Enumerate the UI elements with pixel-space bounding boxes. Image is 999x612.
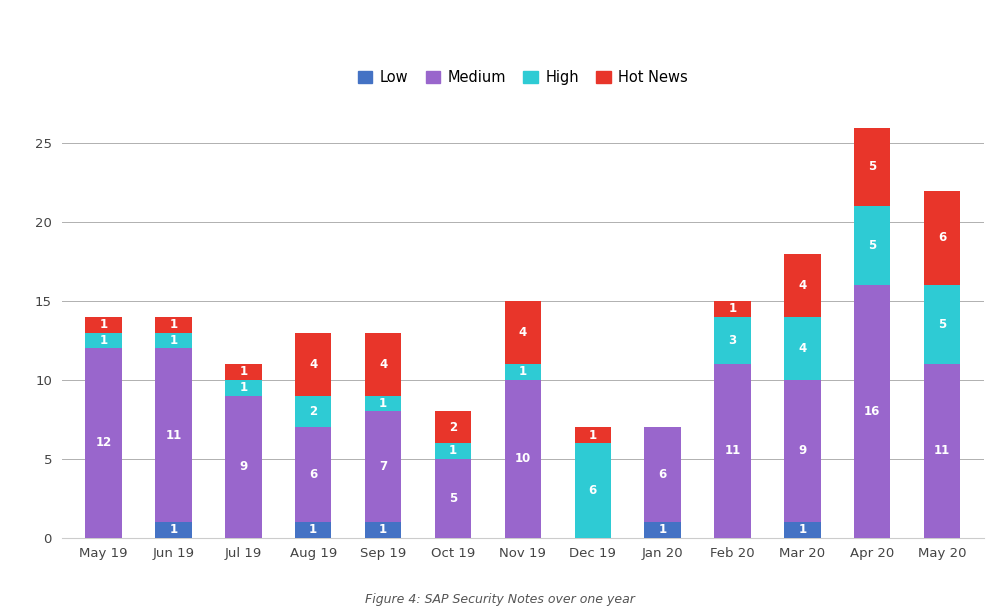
Bar (86, 317, 122, 332)
Text: 1: 1 (100, 318, 108, 331)
Bar (295, 332, 332, 395)
Legend: Low, Medium, High, Hot News: Low, Medium, High, Hot News (352, 64, 694, 91)
Text: 10: 10 (514, 452, 531, 465)
Text: 9: 9 (239, 460, 248, 473)
Text: 12: 12 (96, 436, 112, 449)
Text: 4: 4 (309, 357, 318, 371)
Bar (225, 380, 262, 395)
Bar (504, 380, 541, 537)
Bar (225, 364, 262, 380)
Bar (365, 332, 402, 395)
Bar (784, 317, 820, 380)
Bar (784, 522, 820, 537)
Bar (854, 206, 890, 285)
Bar (714, 317, 750, 364)
Text: 5: 5 (868, 239, 876, 252)
Text: 1: 1 (309, 523, 318, 536)
Text: 4: 4 (379, 357, 388, 371)
Text: 1: 1 (100, 334, 108, 347)
Text: 6: 6 (658, 468, 666, 481)
Text: 1: 1 (588, 428, 596, 442)
Text: Figure 4: SAP Security Notes over one year: Figure 4: SAP Security Notes over one ye… (365, 593, 634, 606)
Text: 5: 5 (938, 318, 946, 331)
Text: 1: 1 (170, 523, 178, 536)
Bar (854, 127, 890, 206)
Text: 11: 11 (934, 444, 950, 457)
Bar (365, 522, 402, 537)
Bar (435, 459, 472, 537)
Text: 3: 3 (728, 334, 736, 347)
Text: 6: 6 (938, 231, 946, 244)
Bar (435, 443, 472, 459)
Text: 11: 11 (166, 428, 182, 442)
Bar (924, 191, 960, 285)
Bar (574, 443, 611, 537)
Bar (644, 522, 680, 537)
Text: 16: 16 (864, 405, 880, 418)
Text: 7: 7 (379, 460, 388, 473)
Text: 1: 1 (658, 523, 666, 536)
Text: 1: 1 (518, 365, 526, 378)
Text: 9: 9 (798, 444, 806, 457)
Text: 1: 1 (449, 444, 458, 457)
Bar (504, 364, 541, 380)
Text: 2: 2 (449, 420, 458, 434)
Bar (714, 301, 750, 317)
Bar (784, 254, 820, 317)
Text: 1: 1 (798, 523, 806, 536)
Bar (714, 364, 750, 537)
Text: 1: 1 (379, 397, 388, 410)
Bar (784, 380, 820, 522)
Text: 1: 1 (240, 381, 248, 394)
Bar (86, 332, 122, 348)
Bar (155, 522, 192, 537)
Bar (365, 395, 402, 411)
Bar (155, 348, 192, 522)
Text: 4: 4 (798, 342, 806, 355)
Bar (155, 317, 192, 332)
Bar (504, 301, 541, 364)
Text: 1: 1 (728, 302, 736, 315)
Text: 1: 1 (240, 365, 248, 378)
Text: 5: 5 (868, 160, 876, 173)
Bar (365, 411, 402, 522)
Bar (295, 395, 332, 427)
Text: 6: 6 (309, 468, 318, 481)
Text: 4: 4 (518, 326, 527, 339)
Bar (924, 285, 960, 364)
Bar (924, 364, 960, 537)
Bar (295, 522, 332, 537)
Bar (574, 427, 611, 443)
Bar (86, 348, 122, 537)
Text: 4: 4 (798, 278, 806, 292)
Text: 1: 1 (379, 523, 388, 536)
Bar (295, 427, 332, 522)
Bar (435, 411, 472, 443)
Text: 1: 1 (170, 318, 178, 331)
Text: 2: 2 (309, 405, 318, 418)
Text: 5: 5 (449, 491, 458, 505)
Bar (225, 395, 262, 537)
Text: 1: 1 (170, 334, 178, 347)
Text: 11: 11 (724, 444, 740, 457)
Text: 6: 6 (588, 483, 596, 497)
Bar (854, 285, 890, 537)
Bar (644, 427, 680, 522)
Bar (155, 332, 192, 348)
